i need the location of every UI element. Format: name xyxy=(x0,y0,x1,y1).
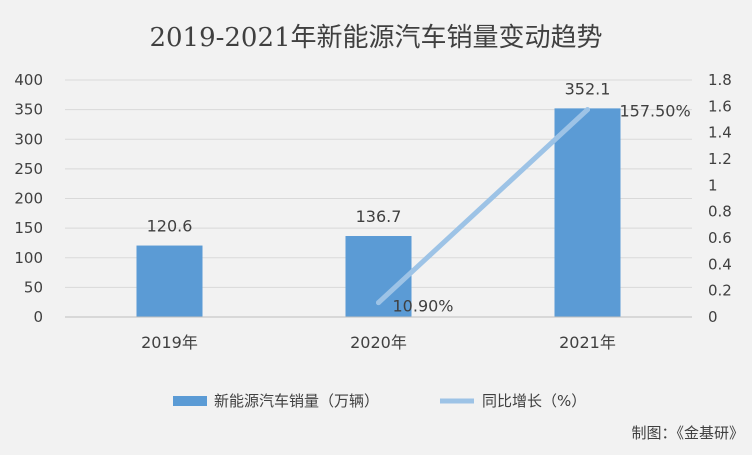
left-axis-tick-label: 350 xyxy=(14,101,43,119)
bar-value-label: 136.7 xyxy=(356,207,402,226)
left-axis-tick-label: 0 xyxy=(33,308,43,326)
bar-value-label: 352.1 xyxy=(565,79,611,98)
right-axis-tick-label: 0.2 xyxy=(708,282,732,300)
legend: 新能源汽车销量（万辆） 同比增长（%） xyxy=(173,392,586,410)
left-axis-tick-label: 50 xyxy=(24,278,43,296)
bar xyxy=(136,245,203,317)
left-axis-tick-label: 400 xyxy=(14,71,43,89)
x-axis-category-label: 2020年 xyxy=(350,333,407,352)
legend-bar-label: 新能源汽车销量（万辆） xyxy=(214,392,379,410)
source-note: 制图：《金基研》 xyxy=(631,424,744,442)
bar-value-label: 120.6 xyxy=(147,217,193,236)
chart-title: 2019-2021年新能源汽车销量变动趋势 xyxy=(149,23,602,53)
legend-line-label: 同比增长（%） xyxy=(482,392,586,410)
right-axis-tick-label: 1.2 xyxy=(708,150,732,168)
x-axis-category-label: 2019年 xyxy=(141,333,198,352)
line-value-label: 10.90% xyxy=(393,297,454,316)
left-axis-tick-label: 300 xyxy=(14,130,43,148)
left-axis-tick-label: 150 xyxy=(14,219,43,237)
line-series xyxy=(376,107,590,306)
data-labels: 120.6 136.7 352.1 10.90% 157.50% xyxy=(147,79,691,315)
growth-point xyxy=(376,300,381,306)
right-axis-tick-label: 0 xyxy=(708,308,718,326)
left-axis-tick-label: 250 xyxy=(14,160,43,178)
growth-point xyxy=(585,107,590,113)
x-axis: 2019年 2020年 2021年 xyxy=(65,316,692,352)
right-axis-tick-label: 0.6 xyxy=(708,229,732,247)
x-axis-category-label: 2021年 xyxy=(559,333,616,352)
legend-bar-swatch xyxy=(173,396,207,406)
left-axis-tick-label: 200 xyxy=(14,190,43,208)
right-axis-tick-label: 0.4 xyxy=(708,255,732,273)
left-axis-tick-label: 100 xyxy=(14,249,43,267)
right-axis-tick-label: 1.4 xyxy=(708,124,732,142)
right-y-axis: 0 0.2 0.4 0.6 0.8 1 1.2 1.4 1.6 1.8 xyxy=(708,71,732,326)
right-axis-tick-label: 1.6 xyxy=(708,97,732,115)
right-axis-tick-label: 1 xyxy=(708,176,718,194)
right-axis-tick-label: 1.8 xyxy=(708,71,732,89)
line-value-label: 157.50% xyxy=(620,102,691,121)
left-y-axis: 0 50 100 150 200 250 300 350 400 xyxy=(14,71,43,326)
bar xyxy=(554,108,621,317)
growth-line xyxy=(376,107,590,306)
right-axis-tick-label: 0.8 xyxy=(708,203,732,221)
